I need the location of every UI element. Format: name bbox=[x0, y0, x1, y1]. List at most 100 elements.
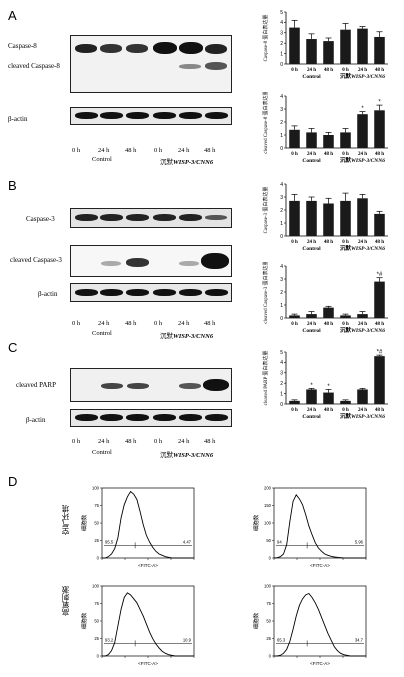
western-blot-caspase3 bbox=[70, 208, 232, 228]
plot-frame bbox=[273, 487, 367, 559]
group-label-silence-prefix: 沉默 bbox=[340, 72, 352, 80]
bar-chart-a-bottom: cleaved Caspase-8 蛋白表达量 0 1 2 3 4 0 h 24 h 48 h 0… bbox=[262, 92, 394, 170]
significance-mark: *# bbox=[377, 350, 383, 356]
x-tick-label: 24 h bbox=[307, 152, 316, 157]
flow-histogram-2: 细胞数 0 50 100 150 200 94 5.96 <FITC-A> bbox=[252, 482, 372, 579]
y-tick-label: 5 bbox=[280, 10, 283, 16]
western-blot-beta-actin-b bbox=[70, 283, 232, 302]
x-tick-label: 0 h bbox=[291, 408, 298, 413]
x-tick-label: 24 h bbox=[358, 408, 367, 413]
lane-label: 0 h bbox=[72, 320, 81, 327]
significance-mark: * bbox=[361, 106, 364, 112]
y-tick-label: 0 bbox=[280, 316, 283, 322]
histogram-curve bbox=[102, 592, 194, 657]
x-tick-label: 24 h bbox=[307, 240, 316, 245]
x-tick-label: 0 h bbox=[342, 152, 349, 157]
y-tick-label: 50 bbox=[266, 538, 271, 543]
gate-value-right: 10.9 bbox=[183, 637, 192, 642]
y-tick-label: 75 bbox=[94, 601, 99, 606]
y-tick-label: 100 bbox=[264, 521, 272, 526]
significance-mark: * bbox=[327, 384, 330, 390]
western-blot-cleaved-caspase3 bbox=[70, 245, 232, 277]
y-tick-label: 1 bbox=[280, 303, 283, 309]
group-label-control: Control bbox=[302, 158, 321, 164]
x-tick-label: 0 h bbox=[291, 152, 298, 157]
y-tick-label: 1 bbox=[280, 133, 283, 139]
significance-mark: * bbox=[378, 100, 381, 106]
y-axis-label: 细胞数 bbox=[252, 514, 260, 531]
x-tick-label: 48 h bbox=[324, 152, 333, 157]
bar bbox=[323, 41, 334, 64]
flow-histogram-3: 细胞数 0 25 50 75 100 93.2 10.9 <FITC-A> bbox=[80, 580, 200, 677]
y-tick-label: 0 bbox=[280, 146, 283, 152]
y-axis-label: 细胞数 bbox=[80, 514, 88, 531]
y-tick-label: 4 bbox=[280, 94, 283, 100]
x-tick-label: 48 h bbox=[324, 68, 333, 73]
bar-chart-a-top: Caspase-8 蛋白表达量 0 1 2 3 4 5 0 h 24 h 48 h 0 h 24 h 4… bbox=[262, 8, 394, 86]
lane-label: 24 h bbox=[178, 320, 190, 327]
y-tick-label: 0 bbox=[280, 62, 283, 68]
lane-label: 24 h bbox=[98, 438, 110, 445]
y-tick-label: 4 bbox=[280, 20, 283, 26]
y-tick-label: 25 bbox=[94, 538, 99, 543]
x-tick-label: 48 h bbox=[375, 68, 384, 73]
bar bbox=[374, 213, 385, 236]
group-label-silence-gene: WISP-3/CNN6 bbox=[351, 414, 385, 420]
x-tick-label: 24 h bbox=[358, 152, 367, 157]
x-tick-label: 0 h bbox=[342, 322, 349, 327]
y-tick-label: 100 bbox=[92, 584, 100, 589]
x-axis-label: <FITC-A> bbox=[310, 563, 330, 568]
lane-label: 24 h bbox=[98, 147, 110, 154]
bar bbox=[357, 389, 368, 404]
y-tick-label: 75 bbox=[94, 503, 99, 508]
bar-chart-b-bottom: cleaved Caspase-3 蛋白表达量 0 1 2 3 4 0 h 24 h 48 h 0… bbox=[262, 262, 394, 340]
y-tick-label: 75 bbox=[266, 601, 271, 606]
x-tick-label: 24 h bbox=[358, 68, 367, 73]
y-tick-label: 1 bbox=[280, 51, 283, 57]
y-tick-label: 2 bbox=[280, 41, 283, 47]
y-tick-label: 200 bbox=[264, 486, 272, 491]
bar bbox=[340, 315, 351, 318]
blot-label-beta-actin-c: β-actin bbox=[26, 416, 46, 424]
y-tick-label: 4 bbox=[280, 182, 283, 188]
bar bbox=[289, 27, 300, 65]
bar bbox=[306, 314, 317, 318]
y-tick-label: 3 bbox=[280, 371, 283, 377]
panel-letter-c: C bbox=[8, 340, 18, 355]
x-tick-label: 48 h bbox=[375, 152, 384, 157]
y-tick-label: 1 bbox=[280, 391, 283, 397]
group-label-control-c: Control bbox=[92, 449, 112, 456]
y-axis-label: 细胞数 bbox=[80, 612, 88, 629]
x-tick-label: 0 h bbox=[342, 240, 349, 245]
group-label-control: Control bbox=[302, 414, 321, 420]
y-tick-label: 0 bbox=[269, 654, 272, 659]
x-tick-label: 24 h bbox=[358, 322, 367, 327]
gate-value-left: 65.3 bbox=[277, 637, 286, 642]
lane-label: 24 h bbox=[178, 438, 190, 445]
lane-label: 48 h bbox=[125, 147, 137, 154]
blot-label-beta-actin-a: β-actin bbox=[8, 115, 28, 123]
histogram-curve bbox=[274, 592, 366, 657]
group-label-silence-gene: WISP-3/CNN6 bbox=[351, 74, 385, 80]
bar bbox=[357, 28, 368, 64]
gate-value-left: 94 bbox=[277, 539, 282, 544]
flow-histogram-4: 细胞数 0 25 50 75 100 65.3 34.7 <FITC-A> bbox=[252, 580, 372, 677]
group-label-control: Control bbox=[302, 246, 321, 252]
histogram-curve bbox=[102, 490, 194, 559]
x-tick-label: 0 h bbox=[342, 408, 349, 413]
y-tick-label: 2 bbox=[280, 290, 283, 296]
x-tick-label: 48 h bbox=[324, 408, 333, 413]
y-axis-label: Caspase-3 蛋白表达量 bbox=[262, 187, 269, 234]
group-label-silence-c: 沉默WISP-3/CNN6 bbox=[160, 452, 214, 459]
blot-label-beta-actin-b: β-actin bbox=[38, 290, 58, 298]
blot-label-cleaved-caspase3: cleaved Caspase-3 bbox=[10, 256, 62, 264]
bar bbox=[289, 129, 300, 148]
x-tick-label: 48 h bbox=[375, 322, 384, 327]
bar bbox=[323, 135, 334, 148]
bar bbox=[289, 400, 300, 404]
lane-label: 24 h bbox=[178, 147, 190, 154]
x-axis-label: <FITC-A> bbox=[138, 661, 158, 666]
group-label-silence-prefix: 沉默 bbox=[340, 412, 352, 420]
y-tick-label: 2 bbox=[280, 381, 283, 387]
group-label-silence: 沉默WISP-3/CNN6 bbox=[340, 244, 385, 252]
